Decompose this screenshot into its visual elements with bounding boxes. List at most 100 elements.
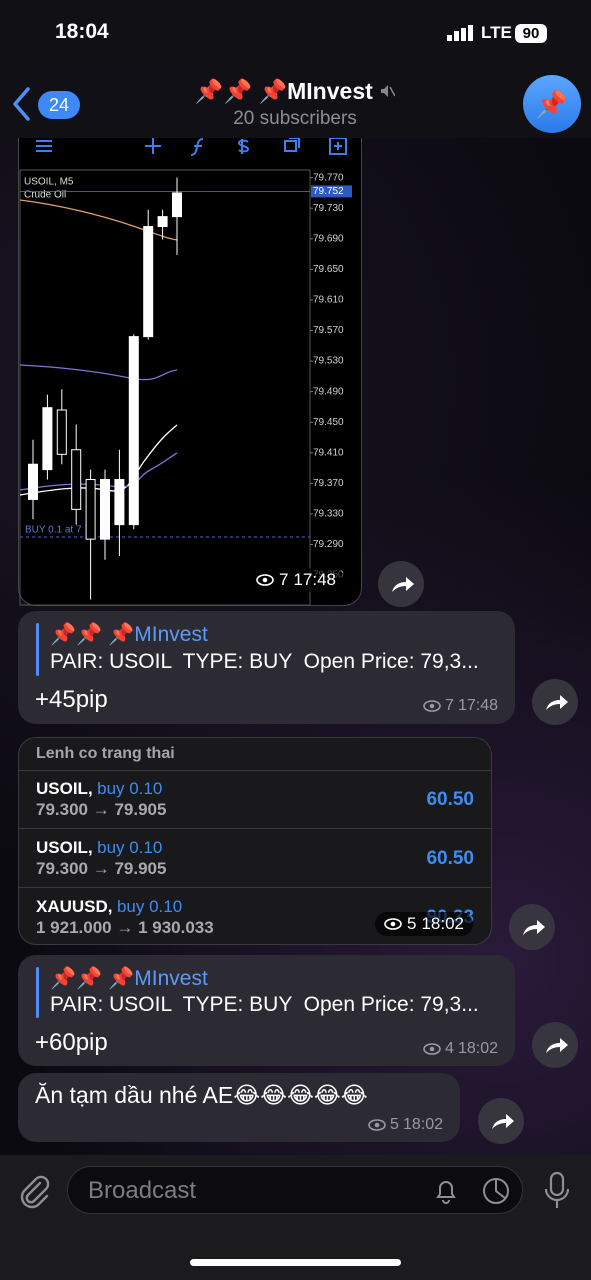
profit: 60.50 xyxy=(426,789,474,810)
mute-icon xyxy=(381,85,396,97)
symbol: USOIL, xyxy=(36,838,93,857)
message-input[interactable]: Broadcast xyxy=(67,1166,523,1214)
price-chart: USOIL, M5 Crude Oil 79.770 79.730 79.690 79… xyxy=(19,137,352,606)
quote-bar xyxy=(36,967,39,1018)
prices: 79.300 → 79.905 xyxy=(36,859,167,878)
candle-body xyxy=(42,407,53,471)
channel-title[interactable]: 📌📌 📌MInvest xyxy=(150,78,440,105)
header: 18:04 LTE 90 24 📌📌 📌MInvest 20 subscribe… xyxy=(0,0,591,138)
status-time: 18:04 xyxy=(55,20,109,43)
y-tick-label: 79.330 xyxy=(313,509,344,520)
forward-button[interactable] xyxy=(378,561,424,607)
y-tick-label: 79.730 xyxy=(313,203,344,214)
candle-body xyxy=(128,336,139,526)
meta: 7 17:48 xyxy=(423,697,498,715)
prices: 79.300 → 79.905 xyxy=(36,800,167,819)
table-message[interactable]: Lenh co trang thai USOIL, buy 0.10 79.30… xyxy=(18,737,492,945)
views: 5 xyxy=(390,1116,399,1133)
y-tick-label: 79.450 xyxy=(313,417,344,428)
y-tick-label: 79.290 xyxy=(313,539,344,550)
notify-button[interactable] xyxy=(432,1177,460,1205)
message-text: Ăn tạm dầu nhé AE😂😂😂😂😂 xyxy=(35,1082,368,1108)
result: +60pip xyxy=(35,1029,108,1056)
message-bubble[interactable]: 📌📌 📌MInvest PAIR: USOIL TYPE: BUY Open P… xyxy=(18,611,515,724)
message-bubble[interactable]: 📌📌 📌MInvest PAIR: USOIL TYPE: BUY Open P… xyxy=(18,955,515,1066)
forward-button[interactable] xyxy=(532,1022,578,1068)
back-arrow[interactable] xyxy=(10,86,34,122)
side: buy 0.10 xyxy=(97,838,163,857)
candle-body xyxy=(28,463,38,500)
symbol: USOIL, xyxy=(36,779,93,798)
channel-name: 📌📌 📌MInvest xyxy=(50,967,208,990)
views: 5 xyxy=(407,914,417,933)
y-tick-label: 79.490 xyxy=(313,386,344,397)
chart-message[interactable] xyxy=(18,120,362,606)
plot-frame xyxy=(19,169,311,606)
order-annotation: BUY 0.1 at 7 xyxy=(25,525,82,536)
attach-button[interactable] xyxy=(16,1173,52,1209)
candle-body xyxy=(143,226,154,338)
candle-body xyxy=(100,479,110,540)
candle-body xyxy=(56,409,67,455)
chart-toolbar xyxy=(36,137,347,156)
time: 18:02 xyxy=(402,1116,443,1133)
views: 7 xyxy=(445,697,454,714)
chart-symbol: USOIL, M5 xyxy=(24,177,74,188)
meta-pill: 7 17:48 xyxy=(247,568,346,592)
prices: 1 921.000 → 1 930.033 xyxy=(36,918,214,937)
input-bar: Broadcast xyxy=(0,1155,591,1280)
message-text: PAIR: USOIL TYPE: BUY Open Price: 79,3..… xyxy=(50,650,479,673)
y-tick-label: 79.530 xyxy=(313,356,344,367)
schedule-button[interactable] xyxy=(481,1176,511,1206)
time: 17:48 xyxy=(457,697,498,714)
title-text: 📌📌 📌MInvest xyxy=(194,78,373,104)
candle-body xyxy=(114,479,125,526)
side: buy 0.10 xyxy=(116,897,183,916)
side: buy 0.10 xyxy=(97,779,163,798)
y-tick-label: 79.610 xyxy=(313,295,344,306)
profit: 60.50 xyxy=(426,848,474,869)
candle-body xyxy=(85,479,96,540)
quote-bar xyxy=(36,623,39,676)
y-tick-label: 79.770 xyxy=(313,172,344,183)
candle-body xyxy=(71,449,82,510)
subscriber-count: 20 subscribers xyxy=(233,108,357,129)
current-price-box xyxy=(311,185,352,198)
input-placeholder: Broadcast xyxy=(88,1177,197,1204)
meta: 5 18:02 xyxy=(368,1116,443,1134)
table-title: Lenh co trang thai xyxy=(36,745,175,762)
message-text: PAIR: USOIL TYPE: BUY Open Price: 79,3..… xyxy=(50,993,479,1016)
y-tick-label: 79.570 xyxy=(313,325,344,336)
y-tick-label: 79.650 xyxy=(313,264,344,275)
time: 18:02 xyxy=(457,1040,498,1057)
forward-button[interactable] xyxy=(509,904,555,950)
meta-pill: 5 18:02 xyxy=(375,912,474,936)
channel-avatar[interactable]: 📌 xyxy=(523,75,581,133)
symbol: XAUUSD, xyxy=(36,897,113,916)
y-tick-label: 79.690 xyxy=(313,233,344,244)
chart-instrument: Crude Oil xyxy=(24,190,66,201)
signal-icon xyxy=(447,25,473,41)
current-price-label: 79.752 xyxy=(313,186,344,197)
mic-button[interactable] xyxy=(542,1171,572,1211)
candle-body xyxy=(172,192,182,218)
forward-button[interactable] xyxy=(532,679,578,725)
views-icon xyxy=(256,574,274,586)
battery: 90 xyxy=(515,24,547,43)
home-indicator xyxy=(190,1259,401,1266)
network: LTE xyxy=(481,23,512,42)
result: +45pip xyxy=(35,686,108,713)
y-tick-label: 79.370 xyxy=(313,478,344,489)
message-bubble[interactable]: Ăn tạm dầu nhé AE😂😂😂😂😂 5 18:02 xyxy=(18,1073,460,1142)
channel-name: 📌📌 📌MInvest xyxy=(50,623,208,646)
views: 4 xyxy=(445,1040,454,1057)
time: 17:48 xyxy=(293,570,337,589)
candle-body xyxy=(157,216,168,228)
y-tick-label: 79.410 xyxy=(313,447,344,458)
meta: 4 18:02 xyxy=(423,1040,498,1058)
forward-button[interactable] xyxy=(478,1098,524,1144)
unread-badge[interactable]: 24 xyxy=(38,91,80,119)
time: 18:02 xyxy=(421,914,465,933)
views: 7 xyxy=(279,570,289,589)
